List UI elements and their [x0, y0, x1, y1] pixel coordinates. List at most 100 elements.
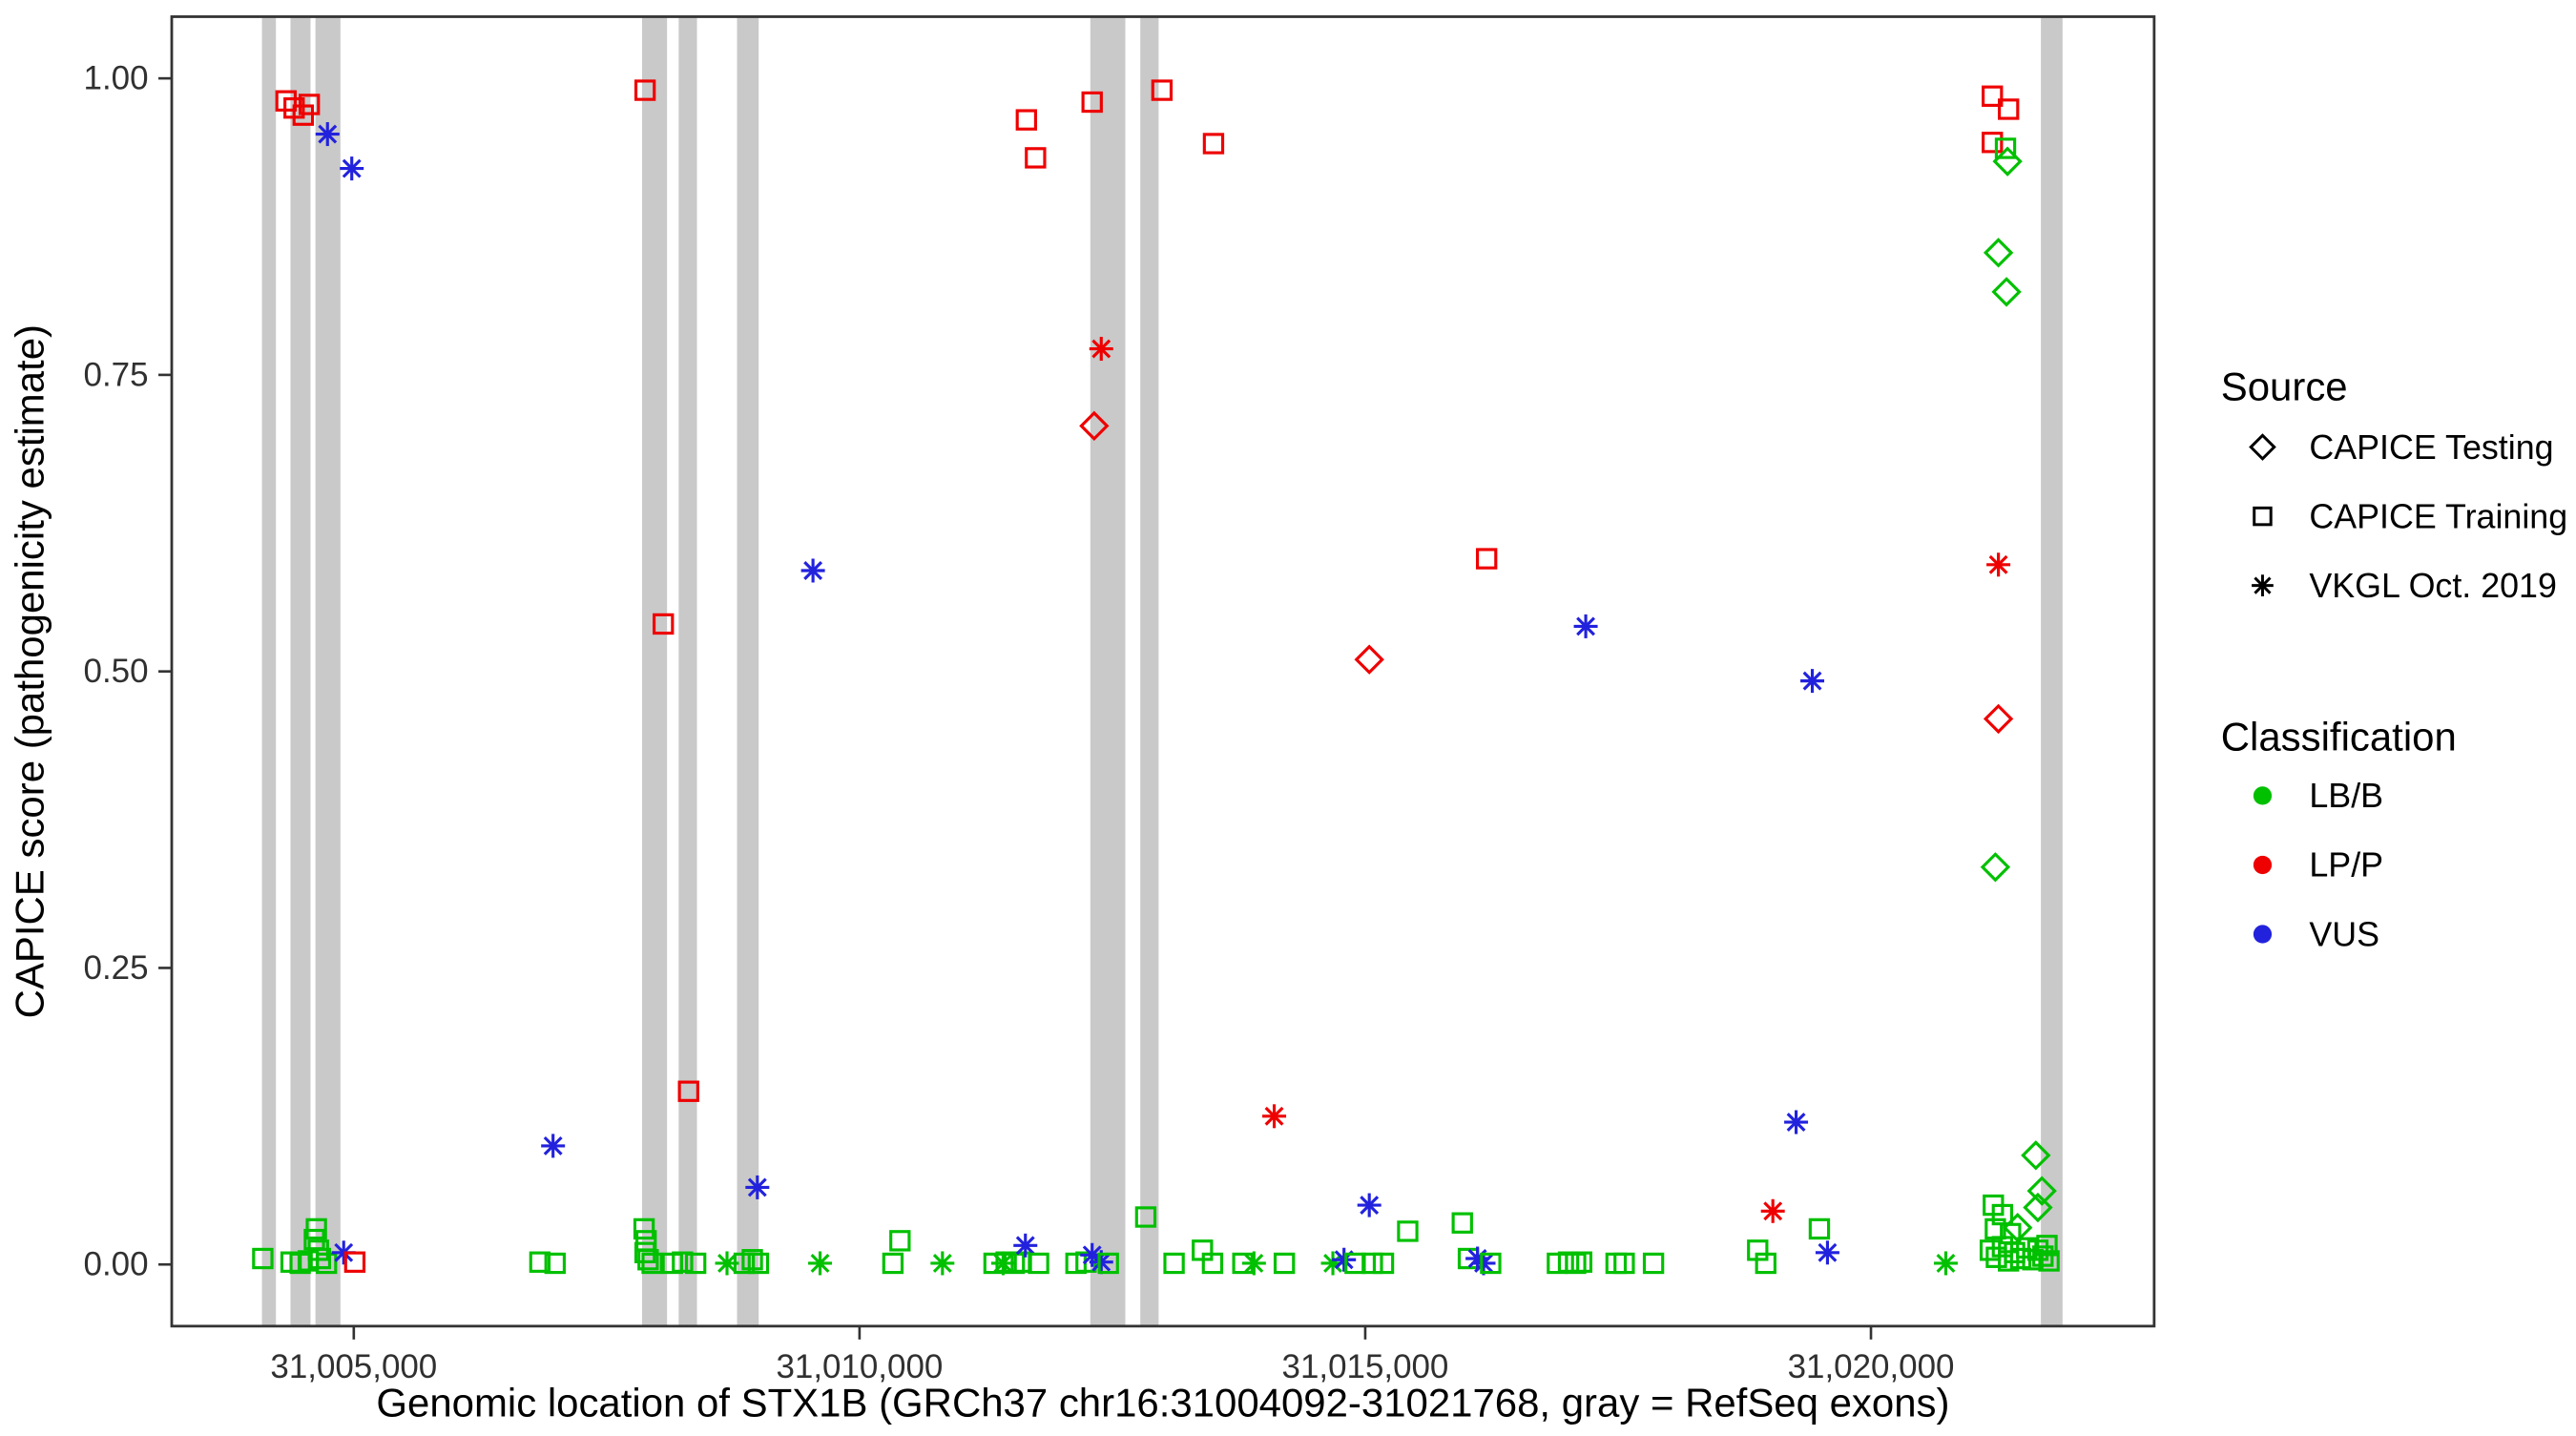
legend-source-label: CAPICE Training — [2309, 497, 2567, 535]
point-square — [529, 1251, 551, 1273]
point-asterisk — [808, 1251, 833, 1276]
y-axis: 0.00 0.25 0.50 0.75 1.00 — [84, 59, 172, 1283]
point-square — [741, 1249, 763, 1271]
legend: Source CAPICE Testing CAPICE Training VKGL… — [2221, 364, 2567, 954]
legend-classification-label: LB/B — [2309, 777, 2383, 815]
point-square — [1982, 132, 2004, 154]
exon-bar — [678, 16, 697, 1326]
point-square — [1994, 137, 2017, 159]
point-square — [1015, 109, 1037, 131]
point-square — [1097, 1252, 1119, 1275]
point-asterisk — [1241, 1251, 1266, 1276]
point-diamond — [1983, 238, 2014, 268]
point-asterisk — [1262, 1104, 1287, 1129]
point-square — [634, 79, 656, 101]
y-tick-label: 0.75 — [84, 356, 149, 393]
legend-classification-label: LP/P — [2309, 846, 2383, 884]
point-square — [1565, 1252, 1587, 1275]
legend-classification-items: LB/B LP/P VUS — [2253, 777, 2383, 953]
point-asterisk — [745, 1175, 770, 1199]
point-square — [1397, 1220, 1419, 1242]
legend-source-label: CAPICE Testing — [2309, 428, 2553, 467]
exon-bar — [2041, 16, 2063, 1326]
point-square — [1151, 79, 1174, 101]
x-tick-label: 31,015,000 — [1282, 1348, 1449, 1385]
legend-source-items: CAPICE Testing CAPICE Training VKGL Oct. 2… — [2249, 428, 2567, 605]
point-asterisk — [1089, 337, 1113, 362]
point-square — [1570, 1251, 1593, 1273]
point-asterisk — [541, 1134, 566, 1158]
point-square — [252, 1247, 274, 1270]
point-square — [1642, 1252, 1665, 1275]
point-square — [1480, 1252, 1502, 1275]
point-square — [1808, 1217, 1831, 1240]
point-square — [1273, 1252, 1296, 1275]
point-square — [633, 1217, 655, 1240]
point-asterisk — [340, 156, 364, 181]
y-tick-label: 0.25 — [84, 949, 149, 987]
point-square — [1201, 1252, 1224, 1275]
point-square — [684, 1252, 707, 1275]
point-square — [1475, 548, 1498, 570]
point-square — [747, 1252, 770, 1275]
exon-bar — [737, 16, 759, 1326]
point-asterisk — [1573, 614, 1598, 638]
legend-classification-title: Classification — [2221, 715, 2457, 760]
point-diamond — [1992, 146, 2023, 177]
point-square — [1755, 1252, 1776, 1275]
point-square — [1557, 1251, 1580, 1273]
point-square — [641, 1252, 663, 1275]
point-asterisk — [1013, 1233, 1038, 1258]
point-square — [672, 1251, 694, 1273]
point-diamond — [2021, 1140, 2051, 1171]
point-square — [1025, 147, 1047, 169]
point-asterisk — [1933, 1251, 1958, 1276]
point-square — [1163, 1252, 1185, 1275]
point-square — [653, 613, 675, 635]
point-square — [316, 1252, 338, 1275]
point-diamond — [1079, 410, 1110, 442]
point-square — [1998, 98, 2020, 120]
point-diamond — [1983, 703, 2014, 735]
point-asterisk — [1760, 1198, 1785, 1223]
point-asterisk — [1332, 1247, 1357, 1272]
point-square — [1081, 91, 1103, 114]
point-asterisk — [1815, 1240, 1839, 1265]
y-axis-title: CAPICE score (pathogenicity estimate) — [7, 324, 52, 1018]
x-tick-label: 31,020,000 — [1788, 1348, 1955, 1385]
legend-symbol-diamond — [2249, 433, 2276, 461]
point-diamond — [1354, 644, 1384, 675]
legend-color-dot — [2253, 855, 2273, 875]
point-square — [889, 1230, 911, 1252]
exon-bar — [1090, 16, 1126, 1326]
point-diamond — [1980, 852, 2011, 883]
exon-bar — [641, 16, 668, 1326]
legend-symbol-square — [2253, 506, 2273, 527]
legend-color-dot — [2253, 925, 2273, 944]
point-asterisk — [1800, 669, 1825, 694]
point-asterisk — [1784, 1110, 1809, 1134]
point-square — [343, 1251, 366, 1273]
point-diamond — [2026, 1176, 2057, 1206]
y-tick-label: 0.50 — [84, 653, 149, 690]
legend-source-title: Source — [2221, 364, 2348, 409]
point-square — [298, 94, 321, 115]
point-diamond — [2023, 1192, 2053, 1223]
point-square — [1372, 1252, 1395, 1275]
data-points — [252, 79, 2060, 1276]
point-square — [309, 1247, 332, 1270]
exon-bar — [315, 16, 341, 1326]
x-axis: 31,005,000 31,010,000 31,015,000 31,020,000 — [270, 1325, 1955, 1385]
exon-bars — [261, 16, 2063, 1326]
point-asterisk — [930, 1251, 955, 1276]
point-square — [1028, 1252, 1049, 1275]
legend-classification-label: VUS — [2309, 915, 2379, 953]
point-asterisk — [315, 122, 340, 147]
point-diamond — [1991, 277, 2022, 307]
point-square — [2036, 1235, 2058, 1257]
point-square — [1982, 85, 2004, 107]
point-square — [1547, 1252, 1568, 1275]
point-square — [637, 1249, 659, 1271]
